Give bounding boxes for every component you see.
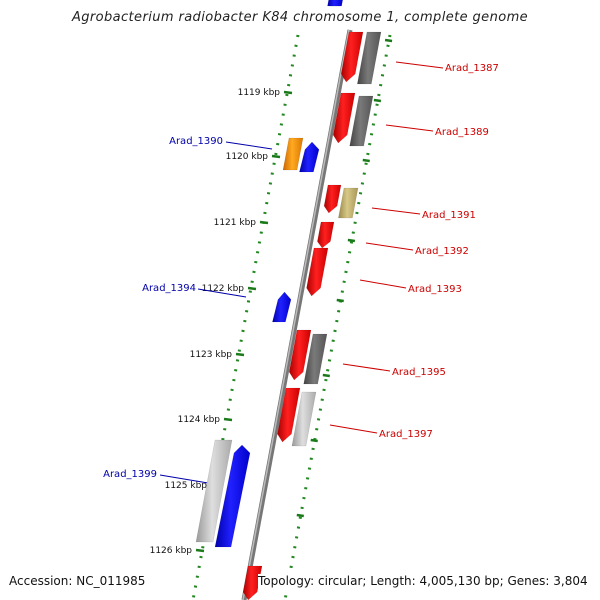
map-title: Agrobacterium radiobacter K84 chromosome… xyxy=(71,10,529,25)
gene-label-arad-1395[interactable]: Arad_1395 xyxy=(392,367,446,378)
label-leader-line xyxy=(359,279,407,289)
label-leader-line xyxy=(342,363,391,372)
kbp-tick-label: 1123 kbp xyxy=(190,350,233,360)
ruler-tracks xyxy=(191,34,393,600)
outer-tick-mark xyxy=(347,238,356,243)
gene-label-arad-1399[interactable]: Arad_1399 xyxy=(103,469,157,480)
label-leader-line xyxy=(365,242,414,251)
orange-gene[interactable] xyxy=(282,137,304,171)
forward-gene[interactable] xyxy=(317,221,335,249)
kbp-tick-mark xyxy=(247,286,257,291)
gene-label-arad-1390[interactable]: Arad_1390 xyxy=(169,136,223,147)
label-leader-line xyxy=(385,124,434,132)
forward-gene[interactable] xyxy=(288,329,312,381)
gene-features[interactable] xyxy=(195,0,382,600)
forward-gene[interactable] xyxy=(306,247,329,297)
kbp-tick-mark xyxy=(283,90,293,95)
outer-tick-mark xyxy=(384,38,393,43)
label-leader-line xyxy=(197,288,247,298)
kbp-tick-label: 1124 kbp xyxy=(178,415,221,425)
kbp-tick-mark xyxy=(223,417,233,422)
gray-gene[interactable] xyxy=(357,31,382,85)
outer-tick-mark xyxy=(310,438,318,443)
label-leader-line xyxy=(371,207,421,215)
gray-gene[interactable] xyxy=(291,391,317,447)
accession-text: Accession: NC_011985 xyxy=(9,574,146,588)
reverse-gene[interactable] xyxy=(272,291,292,323)
reverse-gene[interactable] xyxy=(214,444,251,548)
forward-gene[interactable] xyxy=(323,184,342,214)
label-leader-line xyxy=(159,474,209,484)
kbp-tick-mark xyxy=(259,220,269,225)
reverse-gene[interactable] xyxy=(327,0,343,7)
chromosome-backbone xyxy=(241,29,353,600)
outer-tick-mark xyxy=(322,373,330,378)
kbp-tick-label: 1126 kbp xyxy=(150,546,193,556)
kbp-tick-label: 1119 kbp xyxy=(238,88,281,98)
gene-label-arad-1392[interactable]: Arad_1392 xyxy=(415,246,469,257)
gene-labels[interactable]: Arad_1387 Arad_1389 Arad_1390 Arad_1391 Arad… xyxy=(103,63,499,480)
gene-label-arad-1394[interactable]: Arad_1394 xyxy=(142,283,196,294)
label-leader-line xyxy=(329,424,378,434)
label-leader-line xyxy=(225,141,273,150)
outer-tick-mark xyxy=(296,513,304,518)
gene-label-arad-1387[interactable]: Arad_1387 xyxy=(445,63,499,74)
gray-gene[interactable] xyxy=(303,333,328,385)
gene-label-arad-1397[interactable]: Arad_1397 xyxy=(379,429,433,440)
khaki-gene[interactable] xyxy=(338,187,359,219)
kbp-tick-label: 1121 kbp xyxy=(214,218,257,228)
gray-gene[interactable] xyxy=(195,439,233,543)
gene-label-arad-1393[interactable]: Arad_1393 xyxy=(408,284,462,295)
reverse-gene[interactable] xyxy=(299,141,320,173)
gray-gene[interactable] xyxy=(349,95,374,147)
forward-gene[interactable] xyxy=(332,92,356,144)
kbp-tick-label: 1120 kbp xyxy=(226,152,269,162)
forward-gene[interactable] xyxy=(242,565,263,600)
outer-tick-mark xyxy=(362,158,370,163)
kbp-tick-mark xyxy=(235,352,245,357)
label-leader-line xyxy=(395,61,444,69)
kbp-tick-mark xyxy=(271,154,281,159)
label-leaders xyxy=(159,61,444,484)
genome-summary-text: Topology: circular; Length: 4,005,130 bp… xyxy=(258,574,588,588)
gene-label-arad-1391[interactable]: Arad_1391 xyxy=(422,210,476,221)
forward-gene[interactable] xyxy=(277,387,301,443)
forward-gene[interactable] xyxy=(340,31,364,83)
kbp-tick-mark xyxy=(195,548,205,553)
kbp-tick-label: 1122 kbp xyxy=(202,284,245,294)
outer-tick-mark xyxy=(373,98,382,103)
gene-label-arad-1389[interactable]: Arad_1389 xyxy=(435,127,489,138)
outer-tick-mark xyxy=(336,298,344,303)
kbp-ticks: 1119 kbp 1120 kbp 1121 kbp 1122 kbp 1123 kbp… xyxy=(150,88,293,556)
kbp-tick-label: 1125 kbp xyxy=(165,481,208,491)
